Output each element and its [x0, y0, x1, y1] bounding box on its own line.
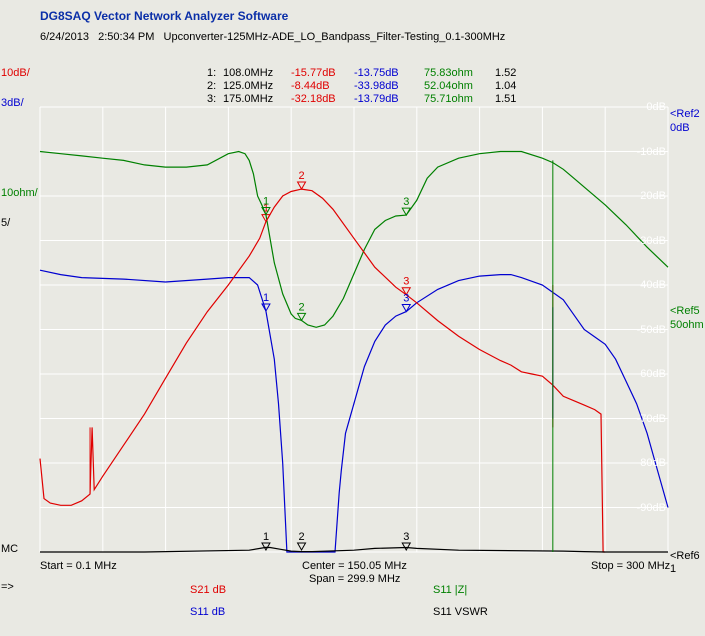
arrow-label: =>: [1, 581, 14, 593]
app-title: DG8SAQ Vector Network Analyzer Software: [40, 9, 289, 23]
s21-tick-label: -50dB: [636, 323, 666, 336]
marker-table-z: 75.71ohm: [424, 93, 473, 105]
marker-table-vswr: 1.04: [495, 80, 517, 92]
marker-3-triangle-z[interactable]: [401, 207, 412, 217]
s21-tick-label: -60dB: [636, 368, 666, 380]
z-scale-label: 10ohm/: [1, 187, 38, 199]
measurement-date: 6/24/2013: [40, 31, 89, 43]
marker-2-triangle-z[interactable]: [296, 312, 307, 322]
trace-z-selector[interactable]: S11 |Z|: [433, 584, 468, 596]
s21-tick-label: -90dB: [636, 501, 666, 514]
marker-3-label-vswr: 3: [403, 531, 409, 543]
marker-table-freq: 108.0MHz: [223, 67, 274, 79]
ref2-value: 0dB: [670, 122, 690, 134]
marker-table-idx: 2:: [207, 80, 217, 92]
marker-3-triangle-vswr[interactable]: [401, 542, 412, 552]
marker-table-s11: -13.75dB: [354, 67, 399, 79]
start-frequency: Start = 0.1 MHz: [40, 560, 117, 572]
trace-z: [39, 150, 669, 328]
s11-scale-label: 3dB/: [1, 97, 24, 109]
marker-table-z: 75.83ohm: [424, 67, 473, 79]
spike-layer: [89, 160, 554, 552]
trace-layer: [39, 150, 669, 553]
marker-table-z: 52.04ohm: [424, 80, 473, 92]
stop-frequency: Stop = 300 MHz: [591, 560, 671, 572]
marker-table-freq: 125.0MHz: [223, 80, 274, 92]
marker-3-label-s11: 3: [403, 293, 409, 305]
ref6-label: <Ref6: [670, 550, 700, 562]
s21-tick-label: -20dB: [636, 190, 666, 202]
measurement-time: 2:50:34 PM: [98, 31, 155, 43]
marker-table-s21: -8.44dB: [291, 80, 330, 92]
trace-s11: [39, 269, 669, 553]
s21-tick-label: -80dB: [636, 457, 666, 469]
s21-tick-label: -30dB: [636, 234, 666, 247]
s21-tick-label: -70dB: [636, 412, 666, 425]
marker-table-s11: -33.98dB: [354, 80, 399, 92]
trace-s21-selector[interactable]: S21 dB: [190, 584, 227, 596]
s21-scale-label: 10dB/: [1, 67, 30, 79]
plot-grid: [39, 106, 669, 553]
measurement-header: 6/24/2013 2:50:34 PM Upconverter-125MHz-…: [40, 31, 505, 43]
marker-1-triangle-vswr[interactable]: [261, 542, 271, 552]
marker-1-triangle-z[interactable]: [261, 207, 271, 216]
s21-tick-label: -40dB: [636, 279, 666, 291]
ref5-value: 50ohm: [670, 319, 704, 331]
marker-table-vswr: 1.52: [495, 67, 517, 79]
marker-table-s21: -32.18dB: [291, 93, 336, 105]
marker-table-idx: 3:: [207, 93, 217, 105]
ref2-label: <Ref2: [670, 108, 700, 120]
s21-tick-label: -10dB: [636, 145, 666, 158]
center-frequency: Center = 150.05 MHz: [302, 560, 407, 572]
marker-table-s21: -15.77dB: [291, 67, 336, 79]
marker-3-label-z: 3: [403, 196, 409, 208]
ref5-label: <Ref5: [670, 305, 700, 317]
marker-table-vswr: 1.51: [495, 93, 517, 105]
vswr-scale-label: 5/: [1, 217, 11, 229]
marker-3-label-s21: 3: [403, 276, 409, 288]
ref6-value: 1: [670, 563, 677, 575]
span-frequency: Span = 299.9 MHz: [309, 573, 401, 585]
s21-tick-label: 0dB: [646, 101, 666, 113]
marker-2-triangle-vswr[interactable]: [296, 542, 307, 552]
marker-table-idx: 1:: [207, 67, 217, 79]
marker-table-freq: 175.0MHz: [223, 93, 274, 105]
marker-1-triangle-s11[interactable]: [261, 303, 271, 312]
trace-s21: [39, 188, 606, 553]
measurement-description: Upconverter-125MHz-ADE_LO_Bandpass_Filte…: [163, 31, 506, 43]
marker-3-triangle-s21[interactable]: [401, 287, 412, 296]
marker-1-label-z: 1: [263, 196, 269, 208]
trace-vswr: [40, 546, 668, 553]
marker-1-label-s11: 1: [263, 292, 269, 304]
mc-label: MC: [1, 543, 19, 555]
marker-2-label-s21: 2: [299, 170, 305, 182]
marker-1-label-s21: 1: [263, 203, 269, 215]
marker-2-label-vswr: 2: [299, 531, 305, 543]
trace-s11-selector[interactable]: S11 dB: [190, 606, 226, 618]
marker-1-label-vswr: 1: [263, 531, 269, 543]
marker-2-label-z: 2: [299, 301, 305, 313]
trace-vswr-selector[interactable]: S11 VSWR: [433, 606, 488, 618]
marker-table-s11: -13.79dB: [354, 93, 399, 105]
marker-3-triangle-s11[interactable]: [401, 304, 412, 313]
marker-2-triangle-s21[interactable]: [296, 181, 307, 191]
